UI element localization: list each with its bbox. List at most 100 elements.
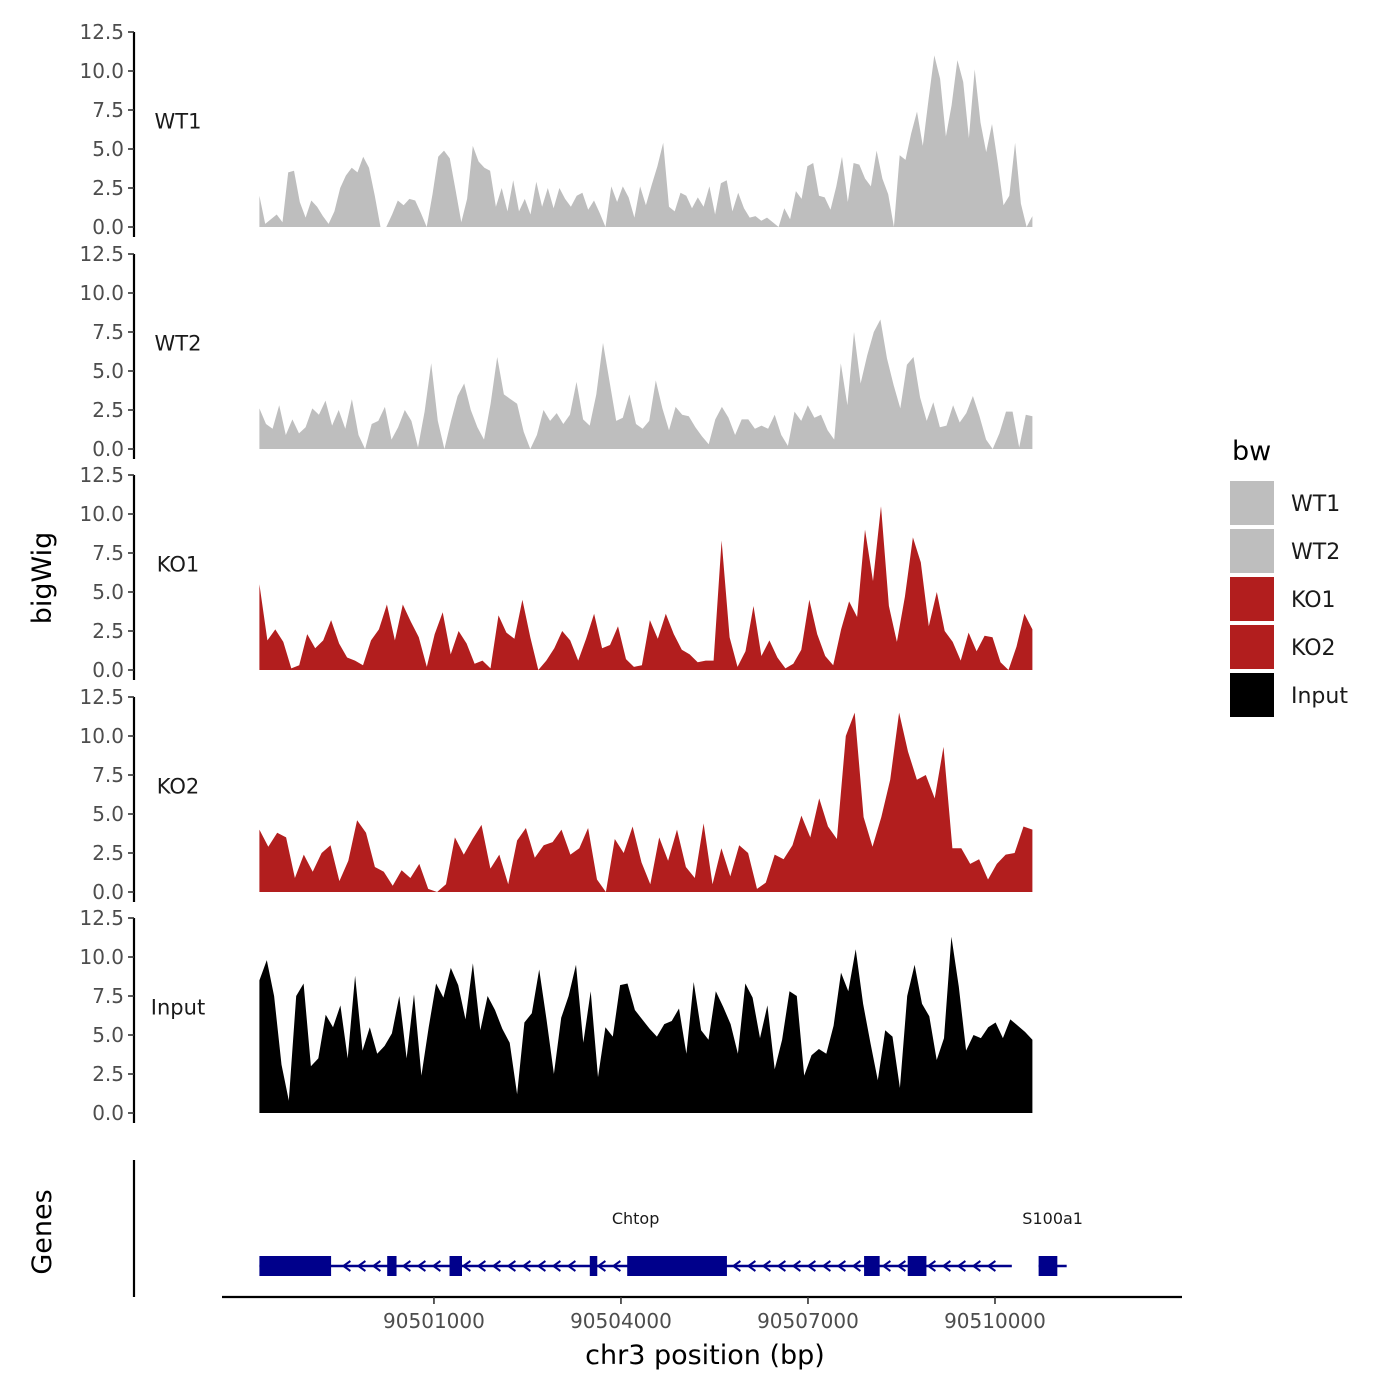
y-tick-label: 5.0 (92, 1023, 124, 1047)
y-tick-label: 10.0 (79, 281, 124, 305)
strand-arrow (836, 1260, 846, 1272)
strand-arrow (941, 1260, 951, 1272)
legend-swatch-ko2 (1230, 625, 1274, 669)
y-tick-label: 12.5 (79, 242, 124, 266)
track-label: KO2 (157, 775, 200, 799)
exon (589, 1256, 598, 1276)
y-tick-label: 0.0 (92, 215, 124, 239)
x-tick-label: 90501000 (383, 1309, 485, 1333)
y-tick-label: 10.0 (79, 59, 124, 83)
strand-arrow (806, 1260, 816, 1272)
y-tick-label: 7.5 (92, 98, 124, 122)
strand-arrow (416, 1260, 426, 1272)
strand-arrow (596, 1260, 606, 1272)
legend: bw WT1 WT2 KO1 KO2 Input (1230, 436, 1348, 717)
strand-arrow (986, 1260, 996, 1272)
strand-arrow (506, 1260, 516, 1272)
y-tick-label: 5.0 (92, 137, 124, 161)
strand-arrow (926, 1260, 936, 1272)
strand-arrow (611, 1260, 621, 1272)
strand-arrow (851, 1260, 861, 1272)
track-label: Input (151, 996, 205, 1020)
legend-swatch-wt1 (1230, 481, 1274, 525)
track-ko2: 0.0 2.5 5.0 7.5 10.0 12.5 KO2 (79, 685, 1033, 904)
y-tick-label: 12.5 (79, 685, 124, 709)
track-label: KO1 (157, 553, 200, 577)
strand-arrow (566, 1260, 576, 1272)
x-axis-title: chr3 position (bp) (585, 1340, 825, 1371)
gene-s100a1: S100a1 (1022, 1209, 1083, 1276)
track-label: WT2 (155, 332, 202, 356)
legend-title: bw (1232, 436, 1271, 467)
y-tick-label: 2.5 (92, 841, 124, 865)
y-tick-label: 12.5 (79, 463, 124, 487)
strand-arrow (401, 1260, 411, 1272)
strand-arrow (761, 1260, 771, 1272)
gene-name-label: S100a1 (1022, 1209, 1083, 1228)
strand-arrow (356, 1260, 366, 1272)
coverage-area-input (259, 936, 1033, 1113)
strand-arrow (476, 1260, 486, 1272)
legend-label-wt1: WT1 (1291, 492, 1340, 517)
strand-arrow (731, 1260, 741, 1272)
y-tick-label: 0.0 (92, 437, 124, 461)
y-tick-label: 10.0 (79, 945, 124, 969)
strand-arrow (746, 1260, 756, 1272)
y-tick-label: 5.0 (92, 802, 124, 826)
coverage-area-wt2 (259, 319, 1033, 449)
track-wt1: 0.0 2.5 5.0 7.5 10.0 12.5 WT1 (79, 20, 1033, 239)
genes-track-title: Genes (27, 1189, 58, 1274)
strand-arrow (536, 1260, 546, 1272)
y-tick-label: 2.5 (92, 1062, 124, 1086)
strand-arrow (371, 1260, 381, 1272)
legend-label-wt2: WT2 (1291, 540, 1340, 565)
strand-arrow (971, 1260, 981, 1272)
y-tick-label: 12.5 (79, 906, 124, 930)
y-tick-label: 7.5 (92, 320, 124, 344)
track-input: 0.0 2.5 5.0 7.5 10.0 12.5 Input (79, 906, 1033, 1125)
coverage-area-ko1 (259, 506, 1033, 670)
y-axis-title: bigWig (27, 532, 58, 625)
track-ko1: 0.0 2.5 5.0 7.5 10.0 12.5 KO1 (79, 463, 1033, 682)
y-tick-label: 0.0 (92, 658, 124, 682)
gene-annotation-track: Chtop S100a1 (132, 1160, 1083, 1297)
y-tick-label: 2.5 (92, 176, 124, 200)
y-tick-label: 0.0 (92, 880, 124, 904)
x-axis: 90501000 90504000 90507000 90510000 (222, 1295, 1182, 1333)
strand-arrow (491, 1260, 501, 1272)
y-tick-label: 7.5 (92, 984, 124, 1008)
x-tick-label: 90510000 (944, 1309, 1046, 1333)
exon (864, 1256, 880, 1276)
coverage-tracks: 0.0 2.5 5.0 7.5 10.0 12.5 WT1 0.0 2.5 5.0 7.5 10.0 1… (79, 20, 1033, 1125)
x-tick-label: 90507000 (757, 1309, 859, 1333)
strand-arrow (821, 1260, 831, 1272)
y-tick-label: 7.5 (92, 541, 124, 565)
exon (907, 1256, 927, 1276)
coverage-area-wt1 (259, 55, 1033, 228)
coverage-area-ko2 (259, 712, 1033, 892)
strand-arrow (776, 1260, 786, 1272)
legend-swatch-input (1230, 673, 1274, 717)
y-tick-label: 10.0 (79, 502, 124, 526)
track-wt2: 0.0 2.5 5.0 7.5 10.0 12.5 WT2 (79, 242, 1033, 461)
y-tick-label: 2.5 (92, 398, 124, 422)
x-tick-label: 90504000 (570, 1309, 672, 1333)
y-tick-label: 10.0 (79, 724, 124, 748)
y-tick-label: 5.0 (92, 359, 124, 383)
gene-name-label: Chtop (612, 1209, 660, 1228)
strand-arrow (881, 1260, 891, 1272)
exon (627, 1256, 727, 1276)
y-tick-label: 0.0 (92, 1101, 124, 1125)
strand-arrow (551, 1260, 561, 1272)
strand-arrow (791, 1260, 801, 1272)
legend-label-ko1: KO1 (1291, 588, 1336, 613)
y-tick-label: 7.5 (92, 763, 124, 787)
exon (259, 1256, 332, 1276)
strand-arrow (956, 1260, 966, 1272)
legend-label-ko2: KO2 (1291, 636, 1336, 661)
y-tick-label: 12.5 (79, 20, 124, 44)
strand-arrow (431, 1260, 441, 1272)
exon (1038, 1256, 1058, 1276)
strand-arrow (896, 1260, 906, 1272)
